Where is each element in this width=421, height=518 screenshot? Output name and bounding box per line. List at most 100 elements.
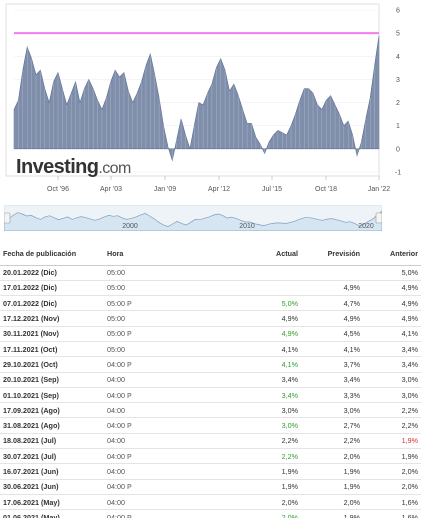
row-prevision: 4,9%: [301, 310, 363, 327]
navigator-series: [4, 210, 382, 231]
y-tick-label: 5: [396, 31, 400, 38]
row-hora-text: 04:00: [107, 451, 125, 461]
row-prevision: 4,5%: [301, 326, 363, 342]
row-anterior: 3,4%: [363, 356, 421, 373]
row-actual: 1,9%: [194, 463, 301, 480]
row-anterior: 2,2%: [363, 402, 421, 419]
y-tick-label: 3: [396, 77, 400, 84]
row-hora-text: 04:00: [107, 512, 125, 518]
row-anterior: 3,0%: [363, 372, 421, 388]
header-prevision[interactable]: Previsión: [301, 243, 363, 266]
table-row: 31.08.2021 (Ago) 04:00 P 3,0% 2,7% 2,2%: [0, 417, 421, 434]
row-prevision: 2,7%: [301, 417, 363, 434]
table-row: 20.01.2022 (Dic) 05:00 5,0%: [0, 265, 421, 281]
row-anterior: 3,0%: [363, 387, 421, 404]
row-anterior: 4,1%: [363, 326, 421, 342]
chart-container: 6 5 4 3 2 1 0 -1 Oct '96 Apr '03 Jan '09 Apr '12 Ju…: [0, 0, 421, 240]
row-prevision: 2,0%: [301, 448, 363, 465]
x-tick-label: Apr '03: [100, 186, 122, 193]
row-prevision: 2,0%: [301, 494, 363, 511]
row-hora-text: 05:00: [107, 314, 125, 324]
row-hora-text: 04:00: [107, 482, 125, 492]
header-date[interactable]: Fecha de publicación: [0, 243, 104, 266]
row-actual: 2,0%: [194, 509, 301, 518]
row-actual: 4,1%: [194, 356, 301, 373]
navigator-left-handle[interactable]: [4, 212, 11, 224]
row-anterior: 2,2%: [363, 417, 421, 434]
history-table: Fecha de publicación Hora Actual Previsi…: [0, 243, 421, 518]
row-prevision: 3,0%: [301, 402, 363, 419]
row-hora-text: 04:00: [107, 405, 125, 415]
x-axis: Oct '96 Apr '03 Jan '09 Apr '12 Jul '15 Oct '…: [47, 176, 390, 193]
row-actual: 2,0%: [194, 494, 301, 511]
row-date: 30.11.2021 (Nov): [0, 326, 104, 342]
row-date: 17.09.2021 (Ago): [0, 402, 104, 419]
x-tick-label: Oct '96: [47, 186, 69, 193]
row-hora-text: 05:00: [107, 283, 125, 293]
header-hora[interactable]: Hora: [104, 243, 194, 266]
row-prevision: 1,9%: [301, 509, 363, 518]
row-anterior: 1,9%: [363, 448, 421, 465]
row-hora: 04:00: [104, 433, 194, 450]
x-tick-label: Oct '18: [315, 186, 337, 193]
table-row: 01.10.2021 (Sep) 04:00 P 3,4% 3,3% 3,0%: [0, 387, 421, 404]
row-hora-text: 05:00: [107, 268, 125, 278]
row-actual: 4,9%: [194, 326, 301, 342]
row-hora-text: 04:00: [107, 359, 125, 369]
table-row: 30.07.2021 (Jul) 04:00 P 2,2% 2,0% 1,9%: [0, 448, 421, 465]
row-anterior: 1,6%: [363, 494, 421, 511]
row-hora-text: 05:00: [107, 344, 125, 354]
main-chart[interactable]: 6 5 4 3 2 1 0 -1 Oct '96 Apr '03 Jan '09 Apr '12 Ju…: [0, 0, 421, 205]
y-tick-label: 2: [396, 100, 400, 107]
row-date: 29.10.2021 (Oct): [0, 356, 104, 373]
row-prevision: 1,9%: [301, 479, 363, 495]
row-date: 17.01.2022 (Dic): [0, 280, 104, 297]
row-anterior: 1,6%: [363, 509, 421, 518]
row-hora: 05:00 P: [104, 295, 194, 312]
row-actual: 3,4%: [194, 387, 301, 404]
row-date: 30.06.2021 (Jun): [0, 479, 104, 495]
table-row: 17.01.2022 (Dic) 05:00 4,9% 4,9%: [0, 280, 421, 297]
range-navigator[interactable]: 2000 2010 2020: [4, 205, 382, 231]
row-actual: 4,1%: [194, 341, 301, 358]
row-date: 01.10.2021 (Sep): [0, 387, 104, 404]
row-actual: 3,0%: [194, 417, 301, 434]
row-hora-text: 05:00: [107, 329, 125, 339]
row-date: 17.06.2021 (May): [0, 494, 104, 511]
row-hora-text: 04:00: [107, 390, 125, 400]
navigator-labels: 2000 2010 2020: [122, 223, 374, 230]
preliminary-icon: P: [127, 484, 132, 492]
row-anterior: 1,9%: [363, 433, 421, 450]
row-date: 01.06.2021 (May): [0, 509, 104, 518]
y-axis: 6 5 4 3 2 1 0 -1: [395, 8, 401, 177]
table-row: 07.01.2022 (Dic) 05:00 P 5,0% 4,7% 4,9%: [0, 295, 421, 312]
row-actual: 3,4%: [194, 372, 301, 388]
row-actual: 3,0%: [194, 402, 301, 419]
row-actual: 2,2%: [194, 448, 301, 465]
table-row: 17.09.2021 (Ago) 04:00 3,0% 3,0% 2,2%: [0, 402, 421, 419]
row-anterior: 4,9%: [363, 280, 421, 297]
preliminary-icon: P: [127, 361, 132, 369]
header-actual[interactable]: Actual: [194, 243, 301, 266]
row-hora-text: 04:00: [107, 421, 125, 431]
row-hora: 04:00: [104, 372, 194, 388]
preliminary-icon: P: [127, 392, 132, 400]
preliminary-icon: P: [127, 300, 132, 308]
row-prevision: 2,2%: [301, 433, 363, 450]
row-anterior: 5,0%: [363, 265, 421, 281]
navigator-right-handle[interactable]: [375, 212, 382, 224]
header-anterior[interactable]: Anterior: [363, 243, 421, 266]
row-date: 30.07.2021 (Jul): [0, 448, 104, 465]
row-hora: 05:00 P: [104, 326, 194, 342]
row-date: 20.10.2021 (Sep): [0, 372, 104, 388]
row-hora: 05:00: [104, 310, 194, 327]
row-prevision: 4,9%: [301, 280, 363, 297]
row-hora-text: 04:00: [107, 375, 125, 385]
x-tick-label: Apr '12: [208, 186, 230, 193]
row-date: 20.01.2022 (Dic): [0, 265, 104, 281]
table-row: 29.10.2021 (Oct) 04:00 P 4,1% 3,7% 3,4%: [0, 356, 421, 373]
row-hora: 04:00P: [104, 509, 194, 518]
